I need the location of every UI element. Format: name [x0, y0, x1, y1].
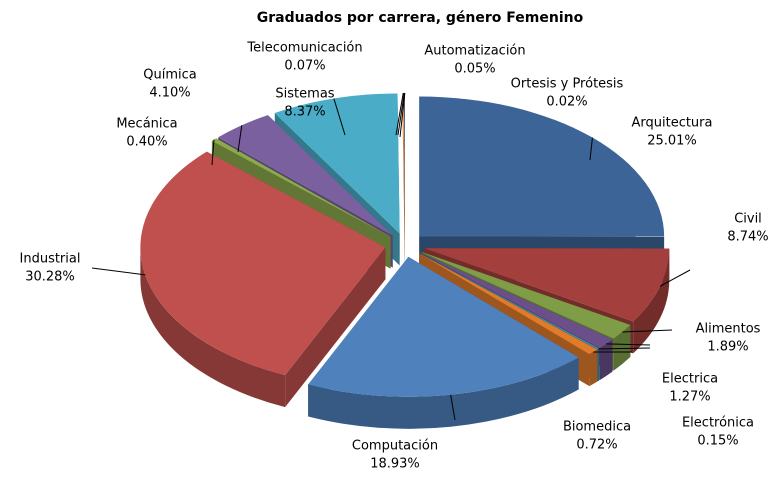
value-label: 25.01% — [647, 134, 697, 149]
slice — [140, 151, 386, 376]
value-label: 30.28% — [25, 270, 75, 285]
chart-title: Graduados por carrera, género Femenino — [257, 10, 584, 26]
slice — [403, 92, 405, 234]
value-label: 0.07% — [284, 59, 325, 74]
value-label: 0.02% — [546, 95, 587, 110]
value-label: 0.40% — [126, 135, 167, 150]
slice-wall — [589, 349, 598, 387]
slice-side — [285, 247, 386, 408]
category-label: Sistemas — [275, 87, 334, 102]
slice-wall — [597, 348, 600, 382]
leader-line — [211, 139, 215, 166]
slice — [211, 138, 391, 237]
slice — [402, 93, 405, 233]
category-label: Arquitectura — [631, 116, 712, 131]
value-label: 0.72% — [576, 438, 617, 453]
value-label: 8.37% — [284, 105, 325, 120]
category-label: Electrica — [662, 372, 718, 387]
leader-line — [399, 92, 406, 138]
leader-line — [622, 329, 673, 333]
category-label: Ortesis y Prótesis — [511, 77, 624, 92]
category-label: Civil — [734, 212, 762, 227]
category-label: Industrial — [20, 252, 81, 267]
category-label: Telecomunicación — [246, 41, 362, 56]
slice — [421, 251, 631, 339]
slice-wall — [599, 339, 613, 381]
slice — [420, 252, 613, 349]
category-label: Automatización — [424, 44, 525, 59]
slice — [419, 96, 665, 237]
leader-line — [333, 98, 346, 136]
slices — [140, 92, 670, 429]
slice — [274, 93, 400, 234]
leader-line — [589, 137, 593, 161]
slice-wall — [140, 247, 286, 408]
category-label: Química — [143, 68, 196, 83]
value-label: 8.74% — [727, 230, 768, 245]
leader-line — [450, 394, 456, 421]
category-label: Alimentos — [696, 322, 761, 337]
leader-line — [237, 125, 243, 153]
slice-wall — [633, 248, 670, 354]
category-label: Biomedica — [563, 420, 631, 435]
value-label: 1.27% — [669, 390, 710, 405]
value-label: 4.10% — [149, 86, 190, 101]
leader-line — [397, 92, 405, 136]
leader-line — [91, 267, 146, 276]
value-label: 0.15% — [697, 434, 738, 449]
value-label: 1.89% — [707, 340, 748, 355]
leader-line — [659, 269, 691, 287]
leader-line — [606, 343, 651, 346]
category-label: Computación — [352, 439, 438, 454]
slice — [419, 253, 600, 350]
leader-line — [395, 92, 404, 136]
category-label: Mecánica — [116, 117, 177, 132]
value-label: 18.93% — [370, 457, 420, 472]
slice — [218, 115, 393, 236]
slice — [424, 248, 670, 322]
labels: Arquitectura 25.01% Civil 8.74% Alimentos 1.8… — [20, 41, 769, 472]
slice-wall — [308, 357, 579, 429]
category-label: Electrónica — [682, 416, 754, 431]
slice — [419, 253, 598, 355]
leader-line — [598, 347, 651, 350]
value-label: 0.05% — [454, 62, 495, 77]
slice — [308, 256, 579, 397]
slice-side — [402, 93, 405, 265]
slice-wall — [613, 325, 631, 371]
